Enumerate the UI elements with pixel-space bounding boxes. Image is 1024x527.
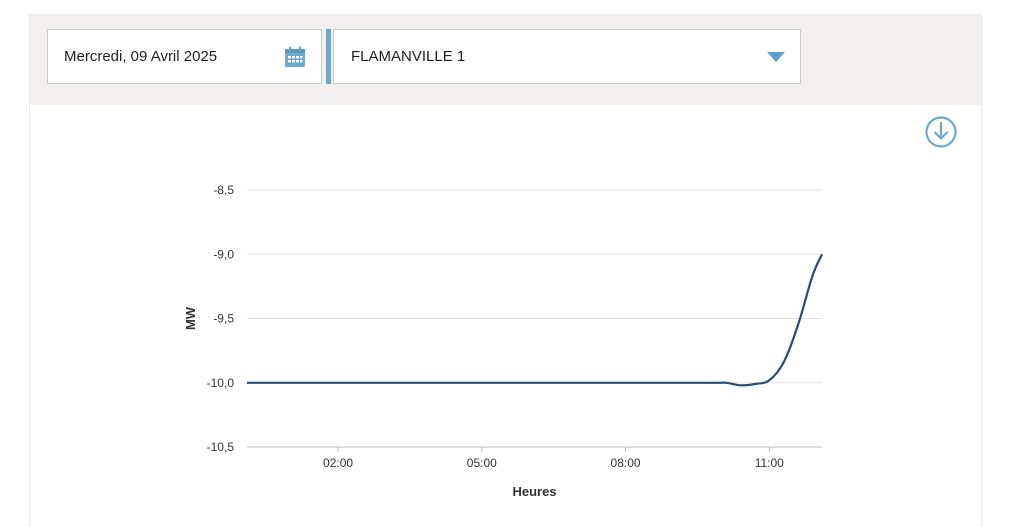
unit-select-value: FLAMANVILLE 1 (351, 48, 466, 65)
download-icon[interactable] (924, 115, 958, 149)
filter-separator (326, 29, 331, 84)
date-value: Mercredi, 09 Avril 2025 (64, 48, 218, 65)
filter-bar: Mercredi, 09 Avril 2025 FLAMANVILLE 1 (30, 14, 981, 105)
calendar-icon[interactable] (283, 45, 307, 69)
production-panel: Mercredi, 09 Avril 2025 FLAMANVILLE 1 (29, 14, 982, 527)
chevron-down-icon[interactable] (767, 51, 785, 62)
unit-select[interactable]: FLAMANVILLE 1 (333, 29, 801, 84)
date-picker[interactable]: Mercredi, 09 Avril 2025 (47, 29, 322, 84)
